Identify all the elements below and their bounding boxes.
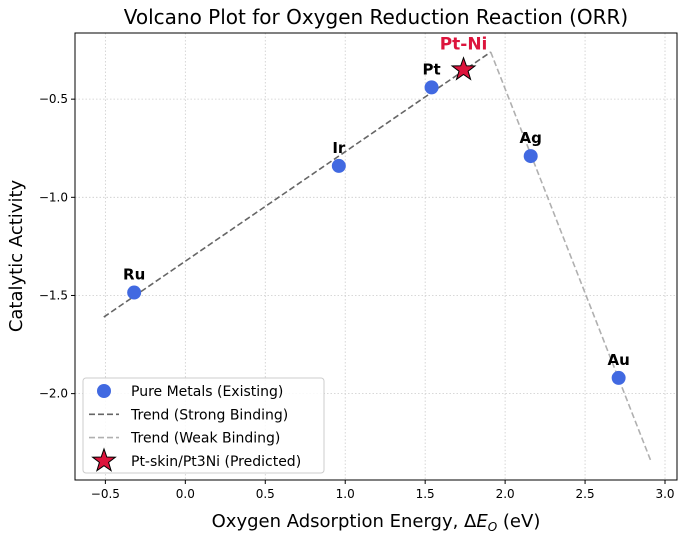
legend-entry: Pure Metals (Existing): [131, 384, 283, 400]
legend-entry: Trend (Strong Binding): [130, 407, 288, 423]
point-label: Pt: [422, 60, 440, 78]
data-marks: Ru Ir Pt Ag Au Pt-Ni: [123, 35, 630, 385]
x-tick-label: 0.5: [256, 487, 275, 501]
x-tick-label: 1.5: [416, 487, 435, 501]
y-tick-label: −2.0: [39, 387, 68, 401]
legend-marker: [91, 447, 117, 472]
legend-marker: [97, 384, 111, 398]
y-tick-label: −0.5: [39, 92, 68, 106]
metal-point: [611, 370, 626, 385]
point-label: Ru: [123, 266, 145, 284]
predicted-star: [450, 56, 477, 81]
x-tick-label: 3.0: [655, 487, 674, 501]
x-tick-label: 2.5: [576, 487, 595, 501]
x-tick-label: −0.5: [91, 487, 120, 501]
axis-ticks: −0.5 0.0 0.5 1.0 1.5 2.0 2.5 3.0 −0.5 −1.0 −1.5 −2.…: [39, 92, 675, 501]
legend-box: [82, 377, 325, 474]
x-axis-label: Oxygen Adsorption Energy, ΔEO (eV): [212, 511, 541, 534]
point-label: Ir: [332, 139, 346, 157]
plot-frame: [74, 32, 678, 481]
legend-entry: Pt-skin/Pt3Ni (Predicted): [131, 454, 301, 470]
trend-line: [103, 51, 492, 318]
y-tick-label: −1.0: [39, 190, 68, 204]
predicted-label: Pt-Ni: [440, 35, 488, 55]
point-label: Ag: [520, 129, 542, 147]
chart-title: Volcano Plot for Oxygen Reduction Reacti…: [124, 5, 629, 29]
metal-point: [523, 149, 538, 164]
metal-point: [424, 80, 439, 95]
metal-point: [127, 285, 142, 300]
legend: Pure Metals (Existing) Trend (Strong Bind…: [82, 377, 325, 474]
x-tick-label: 1.0: [336, 487, 355, 501]
x-tick-label: 0.0: [176, 487, 195, 501]
trend-lines: [103, 51, 652, 461]
y-tick-label: −1.5: [39, 288, 68, 302]
trend-line: [489, 51, 652, 461]
metal-point: [331, 158, 346, 173]
legend-entry: Trend (Weak Binding): [130, 431, 280, 447]
y-axis-label: Catalytic Activity: [6, 179, 27, 332]
x-tick-label: 2.0: [496, 487, 515, 501]
point-label: Au: [607, 351, 629, 369]
